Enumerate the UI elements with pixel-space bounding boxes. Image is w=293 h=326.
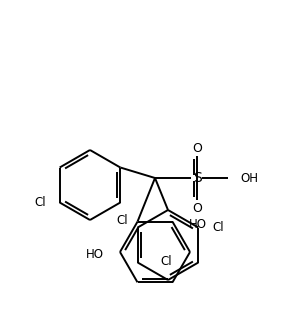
Text: HO: HO: [86, 248, 104, 261]
Text: HO: HO: [188, 218, 207, 231]
Text: O: O: [192, 141, 202, 155]
Text: Cl: Cl: [117, 215, 128, 228]
Text: Cl: Cl: [160, 255, 172, 268]
Text: Cl: Cl: [212, 221, 224, 234]
Text: Cl: Cl: [34, 196, 46, 209]
Text: O: O: [192, 201, 202, 215]
Text: S: S: [193, 171, 201, 185]
Text: OH: OH: [240, 171, 258, 185]
